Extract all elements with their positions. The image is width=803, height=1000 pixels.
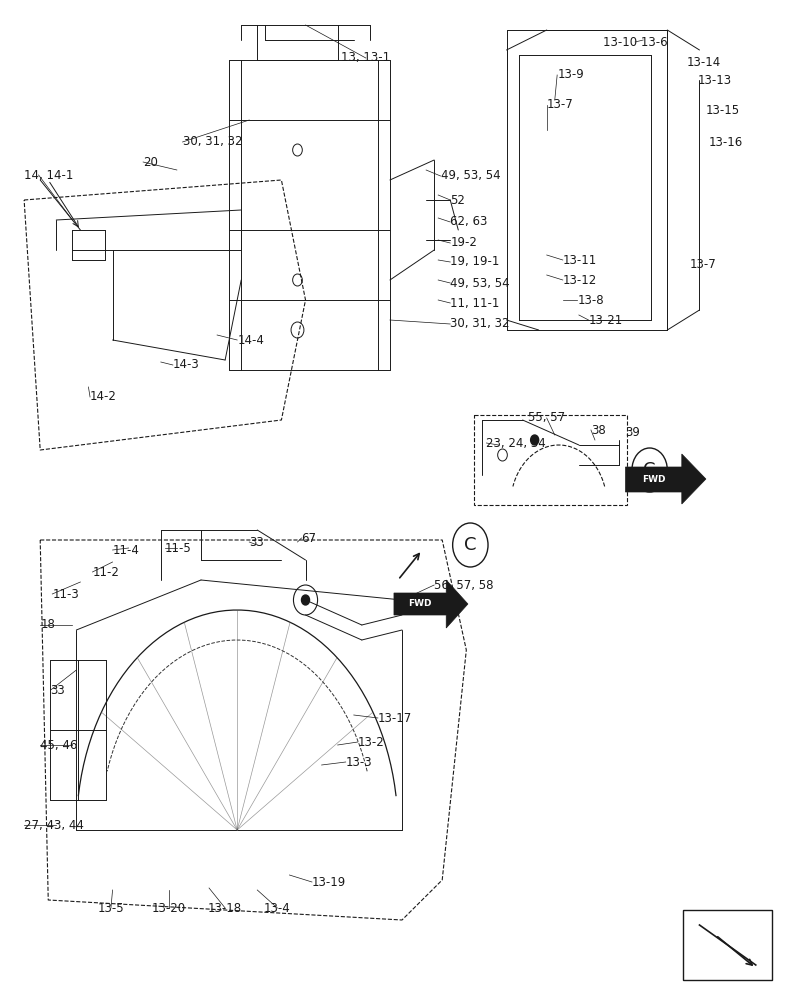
Text: 39: 39: [624, 426, 639, 438]
Text: 45, 46: 45, 46: [40, 738, 77, 752]
Text: 14-4: 14-4: [237, 334, 263, 347]
Text: FWD: FWD: [641, 475, 665, 484]
Text: 19, 19-1: 19, 19-1: [450, 255, 499, 268]
Text: 13-11: 13-11: [562, 253, 597, 266]
Text: 14, 14-1: 14, 14-1: [24, 168, 73, 182]
Text: 14-2: 14-2: [90, 390, 116, 403]
Text: 13-16: 13-16: [708, 135, 743, 148]
Circle shape: [530, 435, 538, 445]
Text: 49, 53, 54: 49, 53, 54: [440, 169, 499, 182]
Text: 13-7: 13-7: [546, 99, 573, 111]
Text: 11-2: 11-2: [92, 566, 119, 578]
Circle shape: [301, 595, 309, 605]
Polygon shape: [393, 580, 467, 628]
Text: 13-17: 13-17: [377, 712, 412, 724]
Text: 11-4: 11-4: [112, 544, 139, 556]
Text: 13-14: 13-14: [686, 55, 720, 68]
Text: 62, 63: 62, 63: [450, 216, 487, 229]
Text: 13-13: 13-13: [697, 74, 731, 87]
Text: 13-10 13-6: 13-10 13-6: [602, 35, 666, 48]
Text: C: C: [463, 536, 476, 554]
Text: 13-18: 13-18: [208, 902, 242, 914]
Text: 19-2: 19-2: [450, 236, 476, 249]
Text: 11, 11-1: 11, 11-1: [450, 296, 499, 310]
Text: 13-8: 13-8: [577, 294, 603, 306]
Text: 13-19: 13-19: [312, 876, 346, 888]
Text: 30, 31, 32: 30, 31, 32: [450, 318, 509, 330]
Text: 23, 24, 34: 23, 24, 34: [486, 436, 545, 450]
Text: C: C: [642, 461, 655, 479]
Text: 49, 53, 54: 49, 53, 54: [450, 276, 509, 290]
Text: 67: 67: [301, 532, 316, 544]
Text: 11-5: 11-5: [165, 542, 191, 554]
Text: 13-9: 13-9: [556, 68, 583, 82]
Text: 14-3: 14-3: [173, 359, 199, 371]
Text: 13-21: 13-21: [588, 314, 622, 326]
Text: 13-2: 13-2: [357, 736, 384, 748]
Text: 13-20: 13-20: [152, 902, 185, 914]
Text: 11-3: 11-3: [52, 587, 79, 600]
Text: 13-15: 13-15: [705, 104, 739, 116]
Polygon shape: [625, 454, 705, 504]
Text: 27, 43, 44: 27, 43, 44: [24, 818, 84, 832]
Text: 13-5: 13-5: [97, 902, 124, 914]
Text: 52: 52: [450, 194, 465, 207]
Text: 38: 38: [590, 424, 605, 436]
Text: 30, 31, 32: 30, 31, 32: [182, 135, 242, 148]
Bar: [683, 910, 771, 980]
Text: 13-7: 13-7: [689, 258, 715, 271]
Text: 56, 57, 58: 56, 57, 58: [434, 578, 493, 591]
Text: 13-12: 13-12: [562, 273, 597, 286]
Text: 13, 13-1: 13, 13-1: [340, 51, 390, 64]
Text: 18: 18: [40, 618, 55, 632]
Text: 13-3: 13-3: [345, 756, 372, 768]
Text: 33: 33: [249, 536, 263, 548]
Text: 13-4: 13-4: [263, 902, 291, 914]
Text: 33: 33: [51, 684, 65, 696]
Text: FWD: FWD: [407, 599, 431, 608]
Text: 20: 20: [143, 155, 158, 168]
Text: 55, 57: 55, 57: [528, 412, 565, 424]
